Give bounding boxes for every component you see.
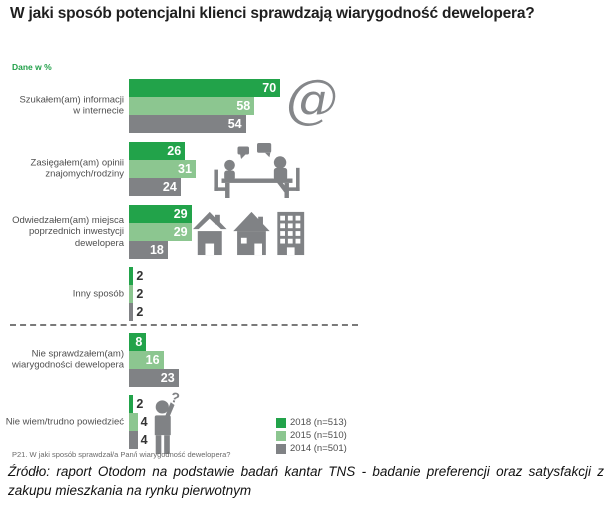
bar-row: 29 bbox=[129, 223, 192, 241]
bar-value: 26 bbox=[167, 144, 182, 158]
bar-value: 8 bbox=[135, 335, 143, 349]
bar-group: Szukałem(am) informacji w internecie 70 58… bbox=[0, 79, 610, 133]
bar-row: 2 bbox=[129, 303, 143, 321]
bar-2015: 16 bbox=[129, 351, 164, 369]
bar-row: 31 bbox=[129, 160, 196, 178]
bar-value: 2 bbox=[136, 305, 144, 319]
legend-label-2015: 2015 (n=510) bbox=[290, 430, 347, 441]
legend-swatch-2014 bbox=[276, 443, 286, 454]
bar-row: 2 bbox=[129, 395, 143, 413]
bar-2015: 2 bbox=[129, 285, 143, 303]
bar-row: 29 bbox=[129, 205, 192, 223]
bar-value: 58 bbox=[236, 99, 251, 113]
bar-row: 2 bbox=[129, 267, 143, 285]
source-note: Źródło: raport Otodom na podstawie badań… bbox=[8, 464, 604, 498]
bar-value: 2 bbox=[136, 397, 144, 411]
section-separator bbox=[10, 324, 358, 326]
bar-row: 70 bbox=[129, 79, 281, 97]
legend-swatch-2018 bbox=[276, 417, 286, 428]
bar-row: 58 bbox=[129, 97, 255, 115]
bar-group: Nie wiem/trudno powiedzieć 2 4 4 bbox=[0, 395, 610, 449]
bar-value: 70 bbox=[262, 81, 277, 95]
bar-group: Zasięgałem(am) opinii znajomych/rodziny 2… bbox=[0, 142, 610, 196]
bar-2018: 29 bbox=[129, 205, 192, 223]
bar-2014: 54 bbox=[129, 115, 246, 133]
bar-2015: 29 bbox=[129, 223, 192, 241]
bar-row: 8 bbox=[129, 333, 147, 351]
legend-swatch-2015 bbox=[276, 430, 286, 441]
category-label: Inny sposób bbox=[72, 288, 124, 300]
legend-label-2018: 2018 (n=513) bbox=[290, 417, 347, 428]
category-label: Odwiedzałem(am) miejsca poprzednich inwe… bbox=[12, 214, 124, 249]
legend-item-2015: 2015 (n=510) bbox=[276, 429, 347, 442]
legend-item-2018: 2018 (n=513) bbox=[276, 416, 347, 429]
bar-value: 4 bbox=[140, 433, 148, 447]
bar-value: 2 bbox=[136, 269, 144, 283]
bar-value: 29 bbox=[173, 225, 188, 239]
bar-row: 24 bbox=[129, 178, 181, 196]
bar-2018: 2 bbox=[129, 395, 143, 413]
bar-2018: 26 bbox=[129, 142, 186, 160]
bar-row: 4 bbox=[129, 431, 148, 449]
bar-value: 29 bbox=[173, 207, 188, 221]
bar-value: 31 bbox=[178, 162, 192, 176]
bar-group: Odwiedzałem(am) miejsca poprzednich inwe… bbox=[0, 205, 610, 259]
bar-2014: 24 bbox=[129, 178, 181, 196]
bar-value: 24 bbox=[162, 180, 177, 194]
legend: 2018 (n=513) 2015 (n=510) 2014 (n=501) bbox=[276, 416, 347, 455]
bar-2018: 8 bbox=[129, 333, 147, 351]
bar-row: 18 bbox=[129, 241, 168, 259]
bar-2018: 70 bbox=[129, 79, 281, 97]
confused-person-icon: ? bbox=[154, 390, 181, 454]
bar-2014: 18 bbox=[129, 241, 168, 259]
bar-group: Nie sprawdzałem(am) wiarygodności dewelo… bbox=[0, 333, 610, 387]
bar-row: 54 bbox=[129, 115, 246, 133]
bar-2015: 31 bbox=[129, 160, 196, 178]
bar-row: 4 bbox=[129, 413, 148, 431]
bar-value: 4 bbox=[140, 415, 148, 429]
bar-2015: 4 bbox=[129, 413, 148, 431]
legend-label-2014: 2014 (n=501) bbox=[290, 443, 347, 454]
bar-value: 16 bbox=[145, 353, 160, 367]
houses-building-icon bbox=[193, 211, 305, 256]
units-label: Dane w % bbox=[12, 62, 52, 72]
bar-value: 2 bbox=[136, 287, 144, 301]
category-label: Szukałem(am) informacji w internecie bbox=[19, 94, 124, 117]
people-talking-icon bbox=[214, 143, 300, 198]
bar-value: 18 bbox=[149, 243, 164, 257]
bar-value: 54 bbox=[227, 117, 242, 131]
bar-row: 26 bbox=[129, 142, 186, 160]
bar-row: 23 bbox=[129, 369, 179, 387]
category-label: Nie wiem/trudno powiedzieć bbox=[5, 416, 124, 428]
at-sign-icon: @ bbox=[286, 70, 338, 130]
bar-value: 23 bbox=[160, 371, 175, 385]
category-label: Nie sprawdzałem(am) wiarygodności dewelo… bbox=[12, 348, 124, 371]
chart-title: W jaki sposób potencjalni klienci sprawd… bbox=[10, 5, 535, 22]
legend-item-2014: 2014 (n=501) bbox=[276, 442, 347, 455]
question-footnote: P21. W jaki sposób sprawdzał/a Pan/i wia… bbox=[12, 450, 231, 459]
bar-2014: 23 bbox=[129, 369, 179, 387]
svg-text:?: ? bbox=[169, 390, 181, 406]
bar-row: 16 bbox=[129, 351, 164, 369]
bar-group: Inny sposób 2 2 2 bbox=[0, 267, 610, 321]
bar-2018: 2 bbox=[129, 267, 143, 285]
bar-2014: 2 bbox=[129, 303, 143, 321]
bar-row: 2 bbox=[129, 285, 143, 303]
bar-2015: 58 bbox=[129, 97, 255, 115]
bar-2014: 4 bbox=[129, 431, 148, 449]
category-label: Zasięgałem(am) opinii znajomych/rodziny bbox=[30, 157, 124, 180]
